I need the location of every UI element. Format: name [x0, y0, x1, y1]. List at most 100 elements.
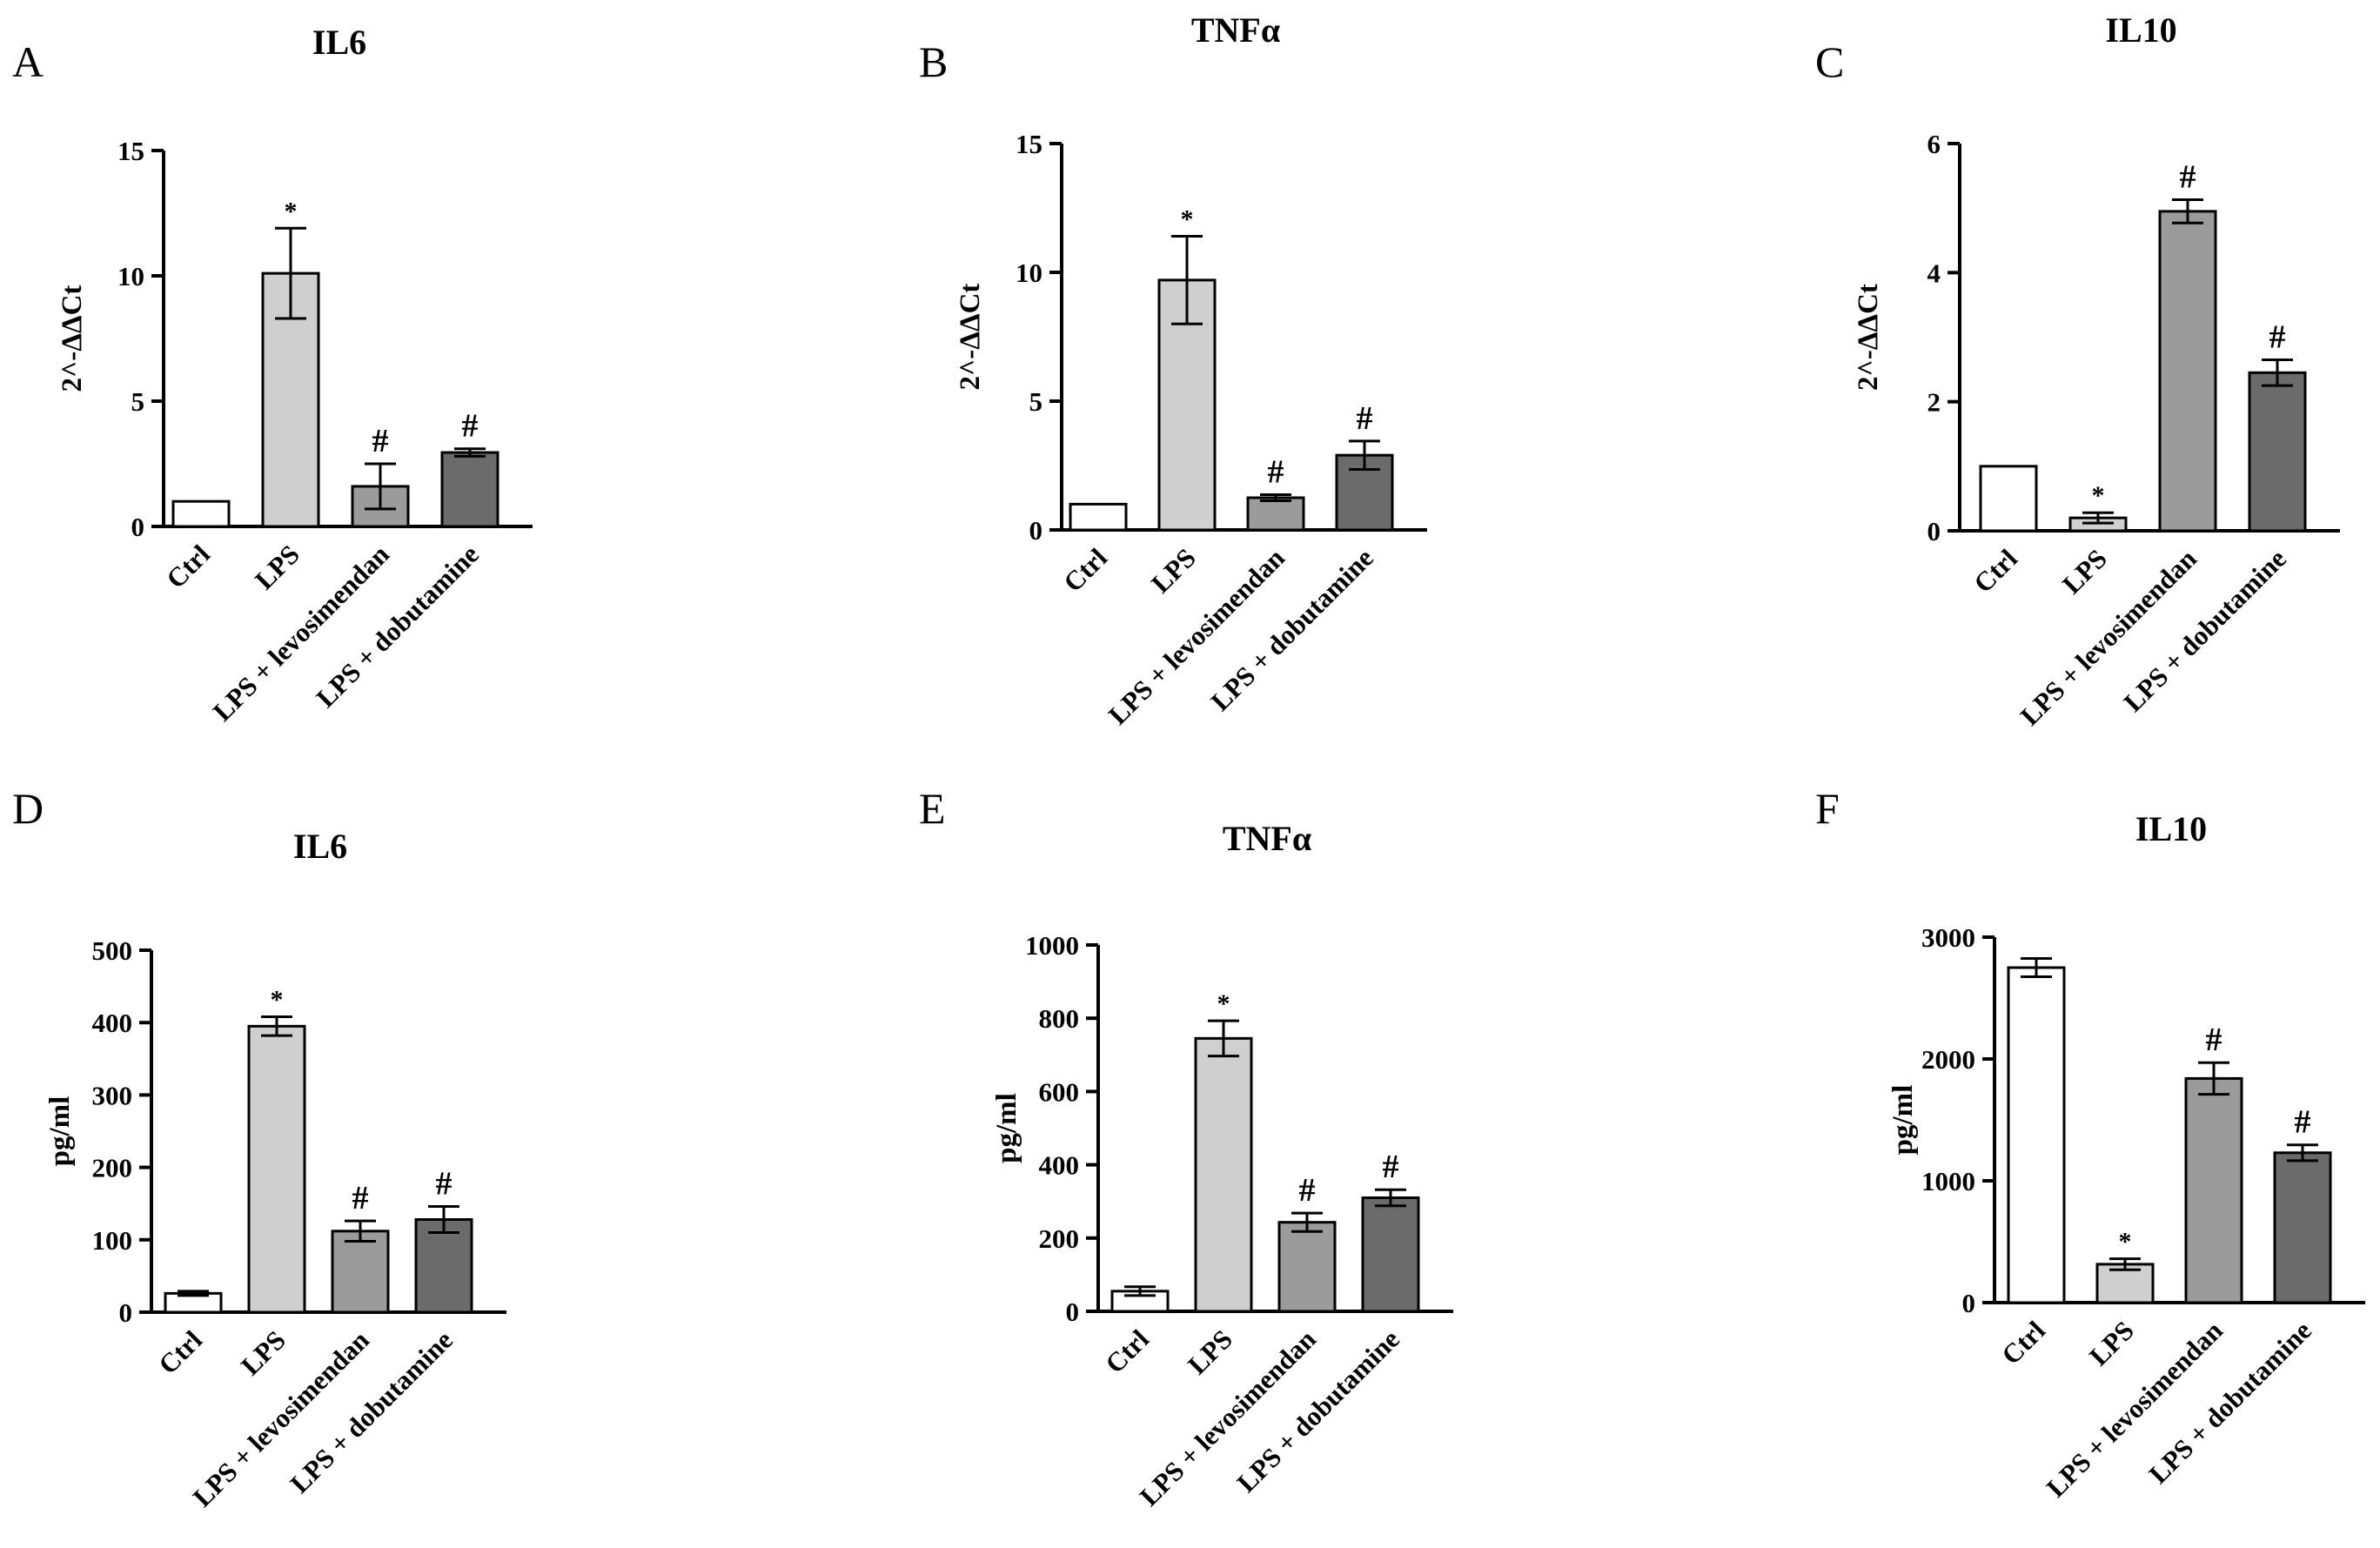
category-label: Ctrl — [1099, 1324, 1155, 1379]
category-label: Ctrl — [1995, 1315, 2051, 1370]
chart-title: IL6 — [293, 827, 347, 866]
y-axis-label: 2^-ΔΔCt — [1853, 284, 1884, 391]
category-label: LPS + levosimendan — [207, 539, 395, 727]
y-tick-label: 1000 — [1025, 930, 1079, 961]
panel-d: D IL6 0 100 200 300 400 500 pg/ml Ctrl * LPS # LPS + … — [12, 784, 506, 1512]
category-label: LPS — [235, 1324, 292, 1381]
significance-label: # — [2180, 159, 2196, 196]
chart-title: IL6 — [312, 23, 366, 62]
category-label: LPS + levosimendan — [2041, 1315, 2229, 1503]
y-tick-label: 100 — [92, 1225, 133, 1256]
bar-lps-levosimendan — [1246, 496, 1305, 532]
panel-f: F IL10 0 1000 2000 3000 pg/ml Ctrl * LPS # LPS + le… — [1815, 784, 2365, 1503]
chart-title: IL10 — [2135, 809, 2207, 848]
significance-label: # — [462, 408, 479, 445]
significance-label: # — [352, 1180, 369, 1216]
panel-letter: D — [12, 784, 44, 833]
y-tick-label: 4 — [1927, 258, 1941, 288]
bar-lps-dobutamine — [440, 451, 499, 528]
category-label: LPS — [1145, 542, 1202, 599]
panel-e: E TNFα 0 200 400 600 800 1000 pg/ml Ctrl * LPS # LPS … — [919, 784, 1453, 1511]
y-axis-label: pg/ml — [44, 1096, 76, 1167]
panel-letter: C — [1815, 37, 1844, 86]
y-axis-label: 2^-ΔΔCt — [955, 284, 986, 391]
significance-label: # — [372, 423, 389, 459]
y-tick-label: 800 — [1039, 1003, 1080, 1034]
panel-letter: F — [1815, 784, 1840, 833]
significance-label: # — [1268, 453, 1284, 490]
significance-label: * — [2119, 1228, 2132, 1256]
bar-lps-levosimendan — [331, 1230, 390, 1314]
bar-ctrl — [2007, 966, 2066, 1304]
category-label: LPS + levosimendan — [1103, 542, 1291, 730]
bar-lps-dobutamine — [1361, 1196, 1420, 1313]
y-axis-label: 2^-ΔΔCt — [57, 285, 88, 392]
significance-label: * — [271, 986, 284, 1015]
y-tick-label: 5 — [1029, 386, 1043, 417]
y-tick-label: 0 — [131, 512, 145, 542]
y-tick-label: 3000 — [1921, 922, 1975, 953]
bar-lps — [247, 1024, 306, 1314]
category-label: LPS — [2056, 543, 2113, 600]
y-tick-label: 0 — [1962, 1288, 1976, 1318]
panel-a: A IL6 0 5 10 15 2^-ΔΔCt Ctrl * LPS # LPS + levosime… — [12, 23, 533, 727]
category-label: LPS + dobutamine — [284, 1324, 458, 1498]
bar-lps-levosimendan — [2158, 210, 2217, 533]
category-label: Ctrl — [160, 539, 216, 594]
y-axis-label: pg/ml — [1887, 1085, 1919, 1156]
significance-label: # — [1383, 1149, 1399, 1185]
category-label: LPS — [1182, 1324, 1238, 1380]
bar-ctrl — [1979, 465, 2038, 533]
chart-title: IL10 — [2105, 10, 2176, 50]
y-tick-label: 400 — [1039, 1150, 1080, 1181]
panel-letter: B — [919, 37, 948, 86]
category-label: Ctrl — [1057, 542, 1113, 598]
chart-title: TNFα — [1191, 10, 1280, 50]
significance-label: # — [1357, 400, 1373, 437]
category-label: Ctrl — [152, 1324, 208, 1380]
category-label: Ctrl — [1968, 543, 2023, 599]
bar-ctrl — [1069, 502, 1128, 532]
y-tick-label: 15 — [1016, 129, 1043, 159]
y-tick-label: 15 — [117, 136, 144, 166]
panel-letter: A — [12, 37, 44, 86]
category-label: LPS + dobutamine — [2117, 543, 2291, 717]
significance-label: # — [2295, 1104, 2311, 1141]
y-tick-label: 10 — [117, 261, 144, 292]
y-tick-label: 200 — [1039, 1223, 1080, 1254]
y-tick-label: 500 — [92, 935, 133, 966]
y-tick-label: 0 — [119, 1297, 133, 1328]
bar-lps-dobutamine — [2273, 1151, 2332, 1304]
bar-lps-levosimendan — [2184, 1076, 2243, 1304]
y-tick-label: 0 — [1927, 516, 1941, 546]
panel-c: C IL10 0 2 4 6 2^-ΔΔCt Ctrl * LPS # LPS + levosimen… — [1815, 10, 2340, 731]
y-tick-label: 200 — [92, 1153, 133, 1183]
y-tick-label: 6 — [1927, 129, 1941, 159]
y-tick-label: 1000 — [1921, 1166, 1975, 1196]
significance-label: * — [1217, 989, 1230, 1018]
significance-label: * — [285, 197, 298, 225]
significance-label: # — [2206, 1022, 2222, 1058]
category-label: LPS + dobutamine — [1204, 542, 1378, 716]
bar-lps-dobutamine — [2248, 371, 2307, 533]
y-tick-label: 2000 — [1921, 1044, 1975, 1075]
significance-label: # — [436, 1166, 453, 1203]
y-tick-label: 10 — [1016, 258, 1043, 288]
bar-ctrl — [171, 499, 231, 528]
category-label: LPS + dobutamine — [1230, 1324, 1405, 1498]
category-label: LPS + levosimendan — [2015, 543, 2202, 731]
y-tick-label: 400 — [92, 1008, 133, 1038]
category-label: LPS — [249, 539, 305, 595]
panel-b: B TNFα 0 5 10 15 2^-ΔΔCt Ctrl * LPS # LPS + levosim… — [919, 10, 1427, 730]
y-tick-label: 5 — [131, 386, 145, 417]
significance-label: # — [2269, 318, 2286, 355]
significance-label: * — [2092, 481, 2105, 510]
panel-letter: E — [919, 784, 946, 833]
category-label: LPS + dobutamine — [2142, 1315, 2316, 1489]
bar-lps — [1194, 1036, 1253, 1313]
y-tick-label: 600 — [1039, 1076, 1080, 1107]
y-tick-label: 2 — [1927, 387, 1941, 418]
category-label: LPS — [2083, 1315, 2140, 1371]
chart-title: TNFα — [1223, 819, 1311, 858]
